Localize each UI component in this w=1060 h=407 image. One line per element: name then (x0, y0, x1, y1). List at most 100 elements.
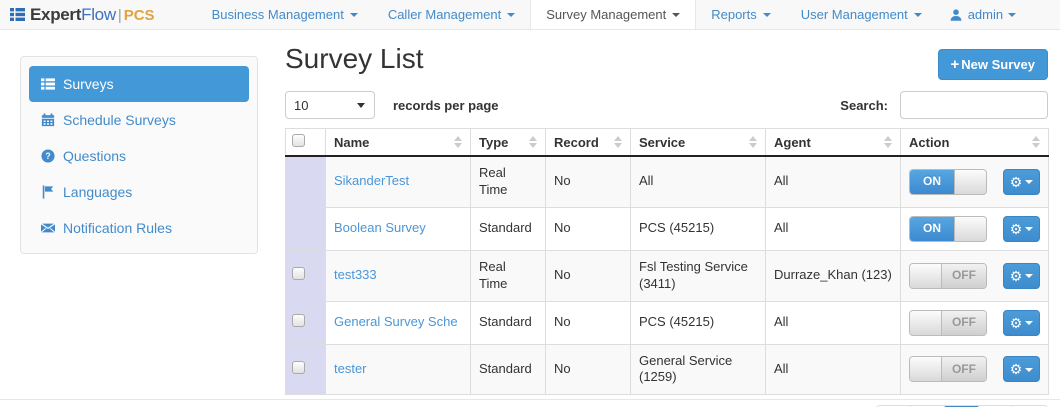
chevron-down-icon (1008, 13, 1017, 17)
toggle-knob (954, 169, 986, 194)
nav-user-management[interactable]: User Management (786, 0, 937, 29)
page-title: Survey List (285, 43, 424, 74)
row-checkbox[interactable] (292, 360, 305, 374)
row-actions-button[interactable]: ⚙ (1003, 215, 1040, 242)
sidebar-item-notification-rules[interactable]: Notification Rules (29, 210, 249, 246)
survey-name-link[interactable]: SikanderTest (334, 173, 410, 189)
records-per-page-select[interactable]: 10 (285, 91, 375, 119)
sidebar-item-schedule-surveys[interactable]: Schedule Surveys (29, 102, 249, 138)
calendar-icon (41, 113, 55, 127)
chevron-down-icon (1025, 367, 1034, 372)
search-label: Search: (840, 97, 888, 113)
record-cell: No (545, 206, 631, 251)
svg-text:?: ? (45, 151, 50, 161)
search-input[interactable] (900, 91, 1048, 119)
flag-icon (42, 185, 54, 199)
record-cell: No (545, 155, 631, 208)
sidebar: Surveys Schedule Surveys ? Questions Lan… (20, 56, 258, 254)
list-icon (41, 78, 55, 90)
chevron-down-icon (913, 13, 922, 17)
type-cell: Standard (470, 343, 546, 396)
main-content: Survey List + New Survey 10 records per … (285, 40, 1049, 407)
service-cell: All (630, 155, 766, 208)
column-header-agent[interactable]: Agent (765, 128, 901, 157)
table-row: tester Standard No General Service (1259… (285, 343, 1049, 396)
survey-toggle[interactable]: OFF (909, 356, 987, 383)
type-cell: Standard (470, 206, 546, 251)
brand-logo[interactable]: Expert Flow | PCS (0, 0, 165, 29)
footer-divider (0, 399, 1060, 400)
brand-pcs: PCS (123, 6, 155, 24)
chevron-down-icon (672, 13, 681, 17)
service-cell: General Service (1259) (630, 343, 766, 396)
envelope-icon (41, 223, 55, 233)
sidebar-item-questions[interactable]: ? Questions (29, 138, 249, 174)
agent-cell: All (765, 155, 901, 208)
chevron-down-icon (1025, 321, 1034, 326)
sort-icon (529, 136, 537, 148)
sidebar-item-languages[interactable]: Languages (29, 174, 249, 210)
row-actions-button[interactable]: ⚙ (1003, 168, 1040, 195)
service-cell: PCS (45215) (630, 300, 766, 345)
type-cell: Real Time (470, 249, 546, 302)
service-cell: PCS (45215) (630, 206, 766, 251)
agent-cell: All (765, 300, 901, 345)
chevron-down-icon (507, 13, 516, 17)
sort-icon (884, 136, 892, 148)
row-checkbox[interactable] (292, 266, 305, 280)
chevron-down-icon (1025, 227, 1034, 232)
nav-menu: Business Management Caller Management Su… (197, 0, 937, 29)
nav-survey-management[interactable]: Survey Management (530, 0, 697, 29)
row-actions-button[interactable]: ⚙ (1003, 356, 1040, 383)
table-row: Boolean Survey Standard No PCS (45215) A… (285, 206, 1049, 251)
gear-icon: ⚙ (1009, 361, 1023, 378)
column-header-name[interactable]: Name (325, 128, 471, 157)
survey-toggle[interactable]: OFF (909, 262, 987, 289)
type-cell: Standard (470, 300, 546, 345)
survey-name-link[interactable]: Boolean Survey (334, 220, 426, 236)
toggle-knob (910, 310, 942, 335)
column-header-record[interactable]: Record (545, 128, 631, 157)
survey-name-link[interactable]: tester (334, 361, 367, 376)
table-header-row: Name Type Record Service Agent Action (285, 128, 1049, 157)
new-survey-button[interactable]: + New Survey (937, 49, 1048, 80)
chevron-down-icon (1025, 274, 1034, 279)
agent-cell: All (765, 343, 901, 396)
sidebar-item-surveys[interactable]: Surveys (29, 66, 249, 102)
record-cell: No (545, 300, 631, 345)
select-all-checkbox[interactable] (292, 134, 305, 147)
sort-icon (614, 136, 622, 148)
column-header-action[interactable]: Action (900, 128, 1049, 157)
nav-business-management[interactable]: Business Management (197, 0, 373, 29)
row-checkbox[interactable] (292, 313, 305, 327)
table-row: General Survey Sche Standard No PCS (452… (285, 300, 1049, 345)
row-actions-button[interactable]: ⚙ (1003, 262, 1040, 289)
survey-toggle[interactable]: ON (909, 168, 987, 195)
gear-icon: ⚙ (1009, 173, 1023, 190)
nav-caller-management[interactable]: Caller Management (373, 0, 530, 29)
survey-toggle[interactable]: OFF (909, 309, 987, 336)
table-row: test333 Real Time No Fsl Testing Service… (285, 249, 1049, 302)
gear-icon: ⚙ (1009, 267, 1023, 284)
row-actions-button[interactable]: ⚙ (1003, 309, 1040, 336)
record-cell: No (545, 343, 631, 396)
sort-icon (1032, 136, 1040, 148)
select-caret-icon (357, 103, 365, 108)
survey-toggle[interactable]: ON (909, 215, 987, 242)
nav-reports[interactable]: Reports (696, 0, 786, 29)
gear-icon: ⚙ (1009, 220, 1023, 237)
survey-name-link[interactable]: test333 (334, 267, 377, 283)
toggle-knob (910, 263, 942, 288)
chevron-down-icon (349, 13, 358, 17)
column-header-type[interactable]: Type (470, 128, 546, 157)
type-cell: Real Time (470, 155, 546, 208)
nav-user-admin[interactable]: admin (937, 0, 1028, 29)
plus-icon: + (950, 56, 960, 73)
top-navbar: Expert Flow | PCS Business Management Cal… (0, 0, 1060, 30)
table-row: SikanderTest Real Time No All All ON ⚙ (285, 155, 1049, 208)
records-per-page-label: records per page (393, 97, 499, 113)
sort-icon (454, 136, 462, 148)
column-header-service[interactable]: Service (630, 128, 766, 157)
survey-name-link[interactable]: General Survey Sche (334, 314, 458, 330)
